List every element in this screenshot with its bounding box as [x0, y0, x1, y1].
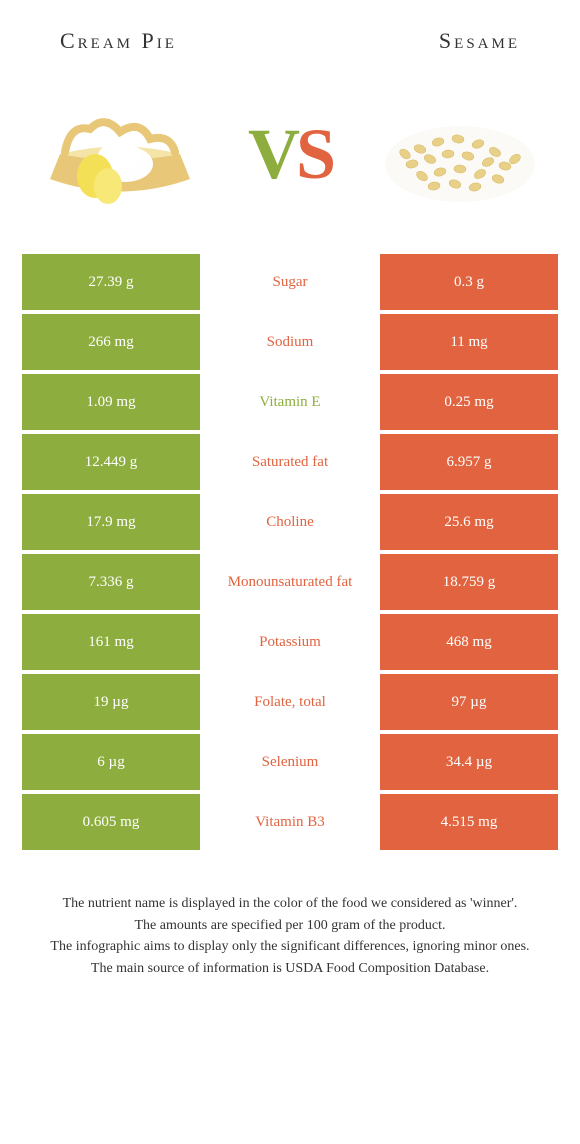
nutrient-name: Sugar	[200, 254, 380, 310]
left-value: 12.449 g	[22, 434, 200, 490]
nutrient-row: 19 µgFolate, total97 µg	[22, 674, 558, 730]
hero-row: VS	[0, 64, 580, 254]
nutrient-row: 266 mgSodium11 mg	[22, 314, 558, 370]
right-value: 25.6 mg	[380, 494, 558, 550]
left-value: 6 µg	[22, 734, 200, 790]
left-value: 19 µg	[22, 674, 200, 730]
header: Cream Pie Sesame	[0, 0, 580, 64]
nutrient-name: Saturated fat	[200, 434, 380, 490]
nutrient-name: Sodium	[200, 314, 380, 370]
nutrient-table: 27.39 gSugar0.3 g266 mgSodium11 mg1.09 m…	[0, 254, 580, 850]
nutrient-row: 27.39 gSugar0.3 g	[22, 254, 558, 310]
nutrient-name: Vitamin B3	[200, 794, 380, 850]
left-value: 0.605 mg	[22, 794, 200, 850]
right-value: 0.3 g	[380, 254, 558, 310]
left-value: 27.39 g	[22, 254, 200, 310]
title-right: Sesame	[439, 28, 520, 54]
right-value: 6.957 g	[380, 434, 558, 490]
nutrient-name: Folate, total	[200, 674, 380, 730]
right-value: 11 mg	[380, 314, 558, 370]
right-value: 97 µg	[380, 674, 558, 730]
nutrient-name: Selenium	[200, 734, 380, 790]
nutrient-row: 0.605 mgVitamin B34.515 mg	[22, 794, 558, 850]
nutrient-row: 7.336 gMonounsaturated fat18.759 g	[22, 554, 558, 610]
nutrient-name: Vitamin E	[200, 374, 380, 430]
nutrient-row: 1.09 mgVitamin E0.25 mg	[22, 374, 558, 430]
footer-line: The main source of information is USDA F…	[30, 959, 550, 979]
cream-pie-image	[30, 94, 210, 214]
vs-s: S	[296, 114, 332, 194]
nutrient-row: 6 µgSelenium34.4 µg	[22, 734, 558, 790]
footer-notes: The nutrient name is displayed in the co…	[0, 854, 580, 978]
nutrient-row: 161 mgPotassium468 mg	[22, 614, 558, 670]
left-value: 17.9 mg	[22, 494, 200, 550]
nutrient-row: 17.9 mgCholine25.6 mg	[22, 494, 558, 550]
sesame-image	[370, 94, 550, 214]
right-value: 468 mg	[380, 614, 558, 670]
right-value: 0.25 mg	[380, 374, 558, 430]
title-left: Cream Pie	[60, 28, 177, 54]
vs-label: VS	[248, 113, 332, 196]
footer-line: The infographic aims to display only the…	[30, 937, 550, 957]
left-value: 7.336 g	[22, 554, 200, 610]
right-value: 34.4 µg	[380, 734, 558, 790]
right-value: 4.515 mg	[380, 794, 558, 850]
left-value: 1.09 mg	[22, 374, 200, 430]
footer-line: The amounts are specified per 100 gram o…	[30, 916, 550, 936]
nutrient-name: Monounsaturated fat	[200, 554, 380, 610]
left-value: 161 mg	[22, 614, 200, 670]
vs-v: V	[248, 114, 296, 194]
footer-line: The nutrient name is displayed in the co…	[30, 894, 550, 914]
left-value: 266 mg	[22, 314, 200, 370]
right-value: 18.759 g	[380, 554, 558, 610]
nutrient-name: Choline	[200, 494, 380, 550]
nutrient-row: 12.449 gSaturated fat6.957 g	[22, 434, 558, 490]
nutrient-name: Potassium	[200, 614, 380, 670]
